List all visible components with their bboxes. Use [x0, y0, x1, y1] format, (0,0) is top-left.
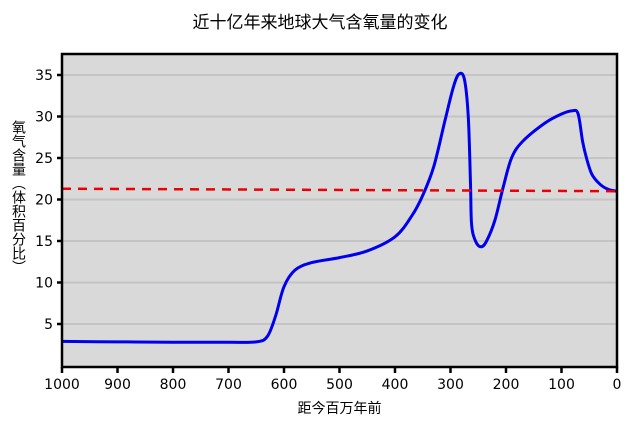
x-tick-label: 900	[104, 377, 131, 393]
x-tick-label: 0	[613, 377, 622, 393]
y-tick-label: 35	[35, 68, 53, 84]
chart-title: 近十亿年来地球大气含氧量的变化	[192, 13, 448, 33]
x-axis-label: 距今百万年前	[297, 401, 382, 417]
x-tick-label: 300	[437, 377, 464, 393]
x-tick-label: 200	[493, 377, 520, 393]
x-tick-label: 500	[326, 377, 353, 393]
x-tick-label: 400	[382, 377, 409, 393]
plot-background	[62, 54, 617, 367]
x-tick-label: 1000	[44, 377, 80, 393]
y-tick-label: 10	[35, 276, 53, 292]
x-tick-label: 100	[548, 377, 575, 393]
x-tick-label: 700	[215, 377, 242, 393]
y-tick-label: 25	[35, 151, 53, 167]
oxygen-curve	[61, 71, 618, 344]
y-tick-label: 5	[44, 317, 53, 333]
y-axis-label: 氧气含量（体积百分比）	[10, 120, 26, 274]
x-tick-label: 800	[160, 377, 187, 393]
y-tick-label: 15	[35, 234, 53, 250]
y-tick-label: 20	[35, 193, 53, 209]
reference-line	[61, 187, 618, 193]
y-tick-label: 30	[35, 110, 53, 126]
x-tick-label: 600	[271, 377, 298, 393]
